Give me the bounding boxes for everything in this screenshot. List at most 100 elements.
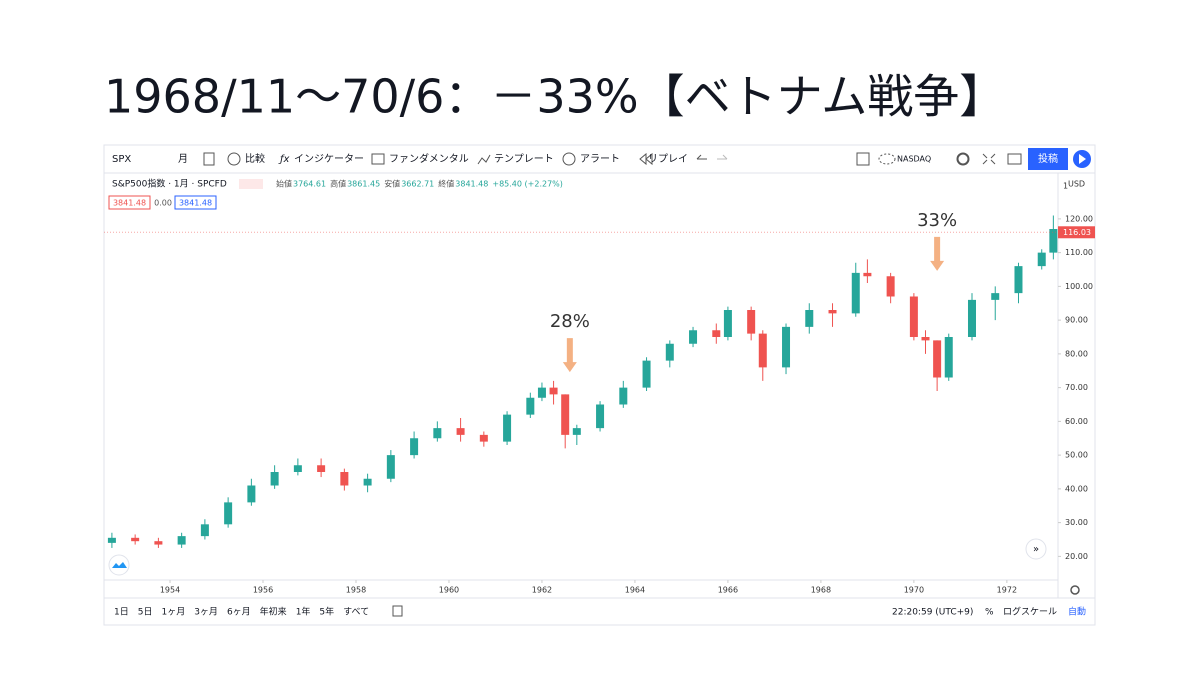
y-tick-label: 30.00 [1065, 518, 1088, 527]
snapshot-icon[interactable] [1007, 153, 1022, 165]
cloud-icon[interactable] [878, 153, 896, 165]
candle-body [224, 502, 233, 525]
auto-toggle[interactable]: 自動 [1068, 606, 1086, 618]
exchange[interactable]: NASDAQ [897, 155, 931, 164]
candle-body [944, 337, 953, 378]
y-tick-label: 80.00 [1065, 349, 1088, 358]
range-button[interactable]: 1日 [114, 607, 129, 618]
candle-body [247, 485, 256, 503]
templates[interactable]: テンプレート [494, 153, 554, 165]
ohlc-label: 高値 [330, 179, 346, 189]
fundamental-icon[interactable] [371, 153, 385, 165]
annotation-arrow [562, 338, 577, 373]
y-tick-label: 70.00 [1065, 383, 1088, 392]
range-button[interactable]: 5日 [138, 607, 153, 618]
candle-body [665, 343, 674, 361]
publish-button[interactable] [1028, 148, 1068, 170]
fullscreen-icon[interactable] [982, 153, 996, 165]
y-tick-label: 50.00 [1065, 451, 1088, 460]
clock: 22:20:59 (UTC+9) [892, 608, 973, 618]
candle-body [410, 438, 419, 456]
x-tick-label: 1964 [625, 586, 645, 595]
candle-body [851, 272, 860, 314]
candle-body [200, 524, 209, 537]
candle-icon[interactable] [203, 152, 215, 166]
settings-icon[interactable] [956, 152, 970, 166]
compare-icon[interactable] [227, 152, 241, 166]
buy-box[interactable] [174, 195, 217, 210]
undo[interactable] [696, 154, 707, 160]
candle-body [805, 310, 814, 327]
candle-body [177, 536, 186, 545]
currency: USD [1068, 180, 1085, 189]
ohlc-value: 3861.45 [347, 180, 380, 189]
range-button[interactable]: 年初来 [260, 606, 287, 618]
log-toggle[interactable]: ログスケール [1003, 606, 1057, 618]
axis-settings[interactable] [1070, 585, 1080, 595]
redo[interactable] [717, 154, 728, 160]
indicators[interactable]: インジケーター [294, 153, 364, 165]
x-tick-label: 1970 [904, 586, 924, 595]
range-button[interactable]: 6ヶ月 [227, 607, 251, 618]
ohlc-label: 始値 [276, 179, 292, 189]
candle-body [828, 310, 837, 314]
x-tick-label: 1960 [439, 586, 459, 595]
candle-body [340, 472, 349, 486]
sell-price: 3841.48 [113, 199, 146, 208]
range-button[interactable]: 5年 [319, 606, 334, 618]
alert-icon[interactable] [562, 152, 576, 166]
percent-toggle[interactable]: % [985, 608, 994, 618]
spread: 0.00 [154, 199, 172, 208]
fundamentals[interactable]: ファンダメンタル [389, 152, 469, 165]
range-button[interactable]: 1年 [296, 606, 311, 618]
candle-body [619, 387, 628, 405]
publish[interactable]: 投稿 [1038, 152, 1058, 165]
candle-body [572, 428, 581, 435]
chart-panel [103, 144, 1096, 626]
x-tick-label: 1962 [532, 586, 552, 595]
ohlc-label: 終値 [438, 179, 454, 189]
scale-label: 1 [1063, 182, 1068, 191]
template-icon[interactable] [477, 154, 491, 165]
range-button[interactable]: 3ヶ月 [194, 607, 218, 618]
indicator-icon[interactable]: ƒx [278, 154, 290, 165]
candle-body [712, 330, 721, 337]
range-button[interactable]: すべて [343, 607, 369, 618]
y-tick-label: 20.00 [1065, 552, 1088, 561]
candle-body [456, 428, 465, 435]
symbol[interactable]: SPX [112, 154, 131, 165]
x-tick-label: 1966 [718, 586, 738, 595]
tv-logo[interactable] [108, 554, 130, 576]
sell-box[interactable] [108, 195, 151, 210]
last-price: 116.03 [1063, 228, 1091, 237]
play-icon [1079, 154, 1086, 164]
layout-icon[interactable] [856, 152, 870, 166]
replay-icon[interactable] [639, 152, 653, 166]
candle-body [758, 333, 767, 368]
candle-body [1049, 229, 1058, 253]
series-name: S&P500指数 · 1月 · SPCFD [112, 178, 227, 190]
change: +85.40 (+2.27%) [492, 180, 563, 189]
y-tick-label: 120.00 [1065, 214, 1093, 223]
candle-body [596, 404, 605, 429]
interval[interactable]: 月 [178, 153, 188, 165]
candle-body [991, 293, 1000, 300]
x-tick-label: 1972 [997, 586, 1017, 595]
candle-body [747, 310, 756, 334]
range-button[interactable]: 1ヶ月 [161, 607, 185, 618]
alert[interactable]: アラート [580, 153, 620, 165]
replay[interactable]: リプレイ [648, 153, 688, 165]
y-tick-label: 90.00 [1065, 316, 1088, 325]
x-tick-label: 1956 [253, 586, 273, 595]
candle-body [363, 478, 372, 486]
date-range-icon[interactable] [392, 605, 403, 617]
scroll-button[interactable] [1025, 538, 1047, 560]
candle-body [537, 387, 546, 398]
compare[interactable]: 比較 [245, 152, 265, 165]
ohlc-value: 3764.61 [293, 180, 326, 189]
x-tick-label: 1954 [160, 586, 180, 595]
visibility-toggle[interactable] [239, 179, 263, 189]
scroll-icon: » [1033, 544, 1039, 555]
